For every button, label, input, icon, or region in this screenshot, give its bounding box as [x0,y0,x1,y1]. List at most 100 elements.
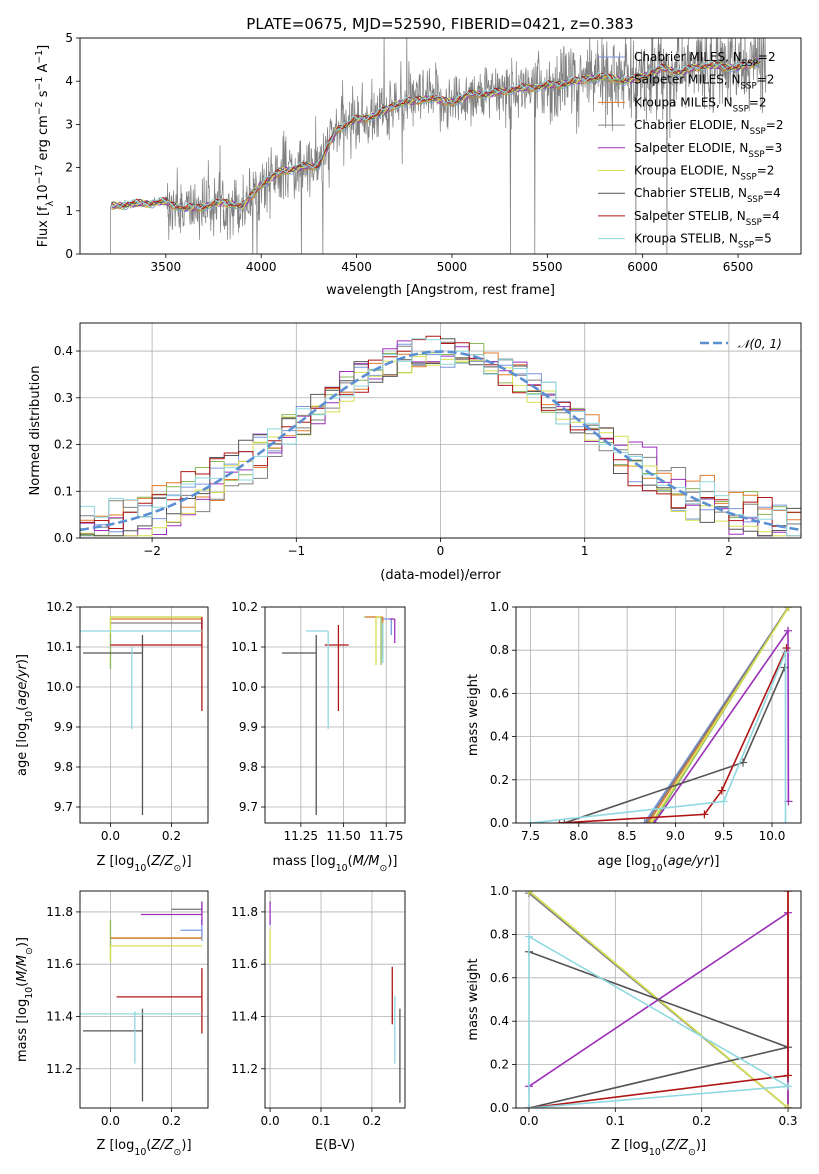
y-tick-label: 9.9 [239,720,258,734]
y-tick-label: 11.4 [231,1009,258,1023]
panel-mass_vs_ebv: 0.0 0.1 0.2 11.2 11.4 11.6 11.8 E(B-V) [231,890,406,1153]
errorbar-point [140,901,203,925]
x-tick-label: 4500 [341,260,372,274]
y-axis-label: mass weight [466,958,481,1040]
x-tick-label: 8.5 [618,829,637,843]
y-tick-label: 11.2 [231,1062,258,1076]
x-tick-label: 3500 [151,260,182,274]
y-tick-label: 10.1 [46,640,73,654]
y-tick-label: 0.4 [54,344,73,358]
legend-entry: Chabrier ELODIE, NSSP=2 [634,118,783,137]
x-tick-label: 0.0 [101,1114,120,1128]
y-tick-label: 10.2 [231,600,258,614]
axes-frame [79,890,209,1109]
legend-entry: Chabrier STELIB, NSSP=4 [634,186,781,205]
errorbar-point [109,945,202,962]
x-axis-label: age [log10(age/yr)] [597,854,719,874]
histogram-series [80,340,801,537]
y-tick-label: 10.0 [46,680,73,694]
x-tick-label: 0.1 [606,1114,625,1128]
y-tick-label: 11.6 [46,957,73,971]
errorbar-point [116,968,203,1034]
panel-mass_vs_Z: 0.0 0.2 11.2 11.4 11.6 11.8 Z [log10(Z/Z⊙)] mas… [15,890,209,1158]
panel-residuals: −2 −1 0 1 2 0.0 0.1 0.2 0.3 0.4 (data-model)/error… [28,322,802,583]
y-tick-label: 9.7 [239,800,258,814]
errorbar-point [375,616,382,665]
panel-age_vs_Z: 0.0 0.2 9.7 9.8 9.9 10.0 10.1 10.2 Z [log10(Z/Z⊙… [15,600,209,874]
errorbar-point [83,1008,144,1102]
y-tick-label: 0.8 [490,927,509,941]
y-axis-label: Normed distribution [28,366,43,496]
x-tick-label: 0.1 [311,1114,330,1128]
y-axis-label: age [log10(age/yr)] [15,654,35,776]
x-axis-label: (data-model)/error [380,568,501,583]
y-tick-label: 2 [65,161,73,175]
histogram-series [80,338,801,537]
plus-marker [642,819,651,823]
legend-entry: Chabrier MILES, NSSP=2 [634,50,776,69]
plus-marker [700,810,709,819]
x-tick-label: −2 [143,544,161,558]
y-tick-label: 0.2 [490,773,509,787]
y-tick-label: 3 [65,117,73,131]
x-tick-label: 9.0 [666,829,685,843]
x-tick-label: 11.25 [284,829,318,843]
x-tick-label: 5000 [437,260,468,274]
x-tick-label: 0.2 [162,829,181,843]
errorbar-point [389,618,396,643]
observed-spectrum-line [110,38,767,254]
axes-frame [515,606,802,824]
y-tick-label: 1.0 [490,884,509,898]
y-tick-label: 9.8 [54,760,73,774]
x-axis-label: mass [log10(M/M⊙)] [273,854,398,874]
legend-entry: Kroupa STELIB, NSSP=5 [634,232,772,251]
y-tick-label: 9.8 [239,760,258,774]
legend-entry: Kroupa ELODIE, NSSP=2 [634,164,774,183]
plot-area [524,891,793,1108]
y-tick-label: 10.1 [231,640,258,654]
axes-frame [515,890,802,1109]
plot-area [526,607,793,823]
y-tick-label: 0.2 [490,1058,509,1072]
x-tick-label: 0.0 [101,829,120,843]
errorbar-point [109,616,202,633]
x-tick-label: 8.0 [569,829,588,843]
x-tick-label: 9.5 [714,829,733,843]
y-axis-label: mass [log10(M/M⊙)] [15,937,35,1062]
y-axis-label: Flux [fλ10−17 erg cm−2 s−1 A−1] [34,45,56,247]
plus-marker [782,644,791,653]
y-tick-label: 5 [65,31,73,45]
axes-frame [264,606,406,824]
y-tick-label: 0.2 [54,438,73,452]
y-tick-label: 10.2 [46,600,73,614]
plus-marker [717,786,726,795]
y-tick-label: 0.4 [490,730,509,744]
y-tick-label: 0.0 [490,1101,509,1115]
axes-frame [264,890,406,1109]
x-tick-label: −1 [287,544,305,558]
y-tick-label: 11.4 [46,1009,73,1023]
y-tick-label: 9.9 [54,720,73,734]
errorbar-point [110,617,203,711]
y-tick-label: 0.6 [490,686,509,700]
figure-title: PLATE=0675, MJD=52590, FIBERID=0421, z=0… [246,15,633,33]
plot-area [80,616,203,815]
mass-weight-line [650,607,790,823]
x-tick-label: 1 [581,544,589,558]
x-tick-label: 6500 [723,260,754,274]
plot-area [80,901,203,1102]
y-tick-label: 0.4 [490,1014,509,1028]
legend-entry: Salpeter STELIB, NSSP=4 [634,209,780,228]
x-tick-label: 0 [437,544,445,558]
y-tick-label: 9.7 [54,800,73,814]
x-tick-label: 0.2 [362,1114,381,1128]
y-tick-label: 11.6 [231,957,258,971]
x-tick-label: 6000 [627,260,658,274]
legend-entry: 𝒩(0, 1) [738,337,782,351]
y-tick-label: 0.8 [490,643,509,657]
y-tick-label: 4 [65,74,73,88]
y-tick-label: 11.8 [231,905,258,919]
legend-entry: Salpeter MILES, NSSP=2 [634,73,774,92]
